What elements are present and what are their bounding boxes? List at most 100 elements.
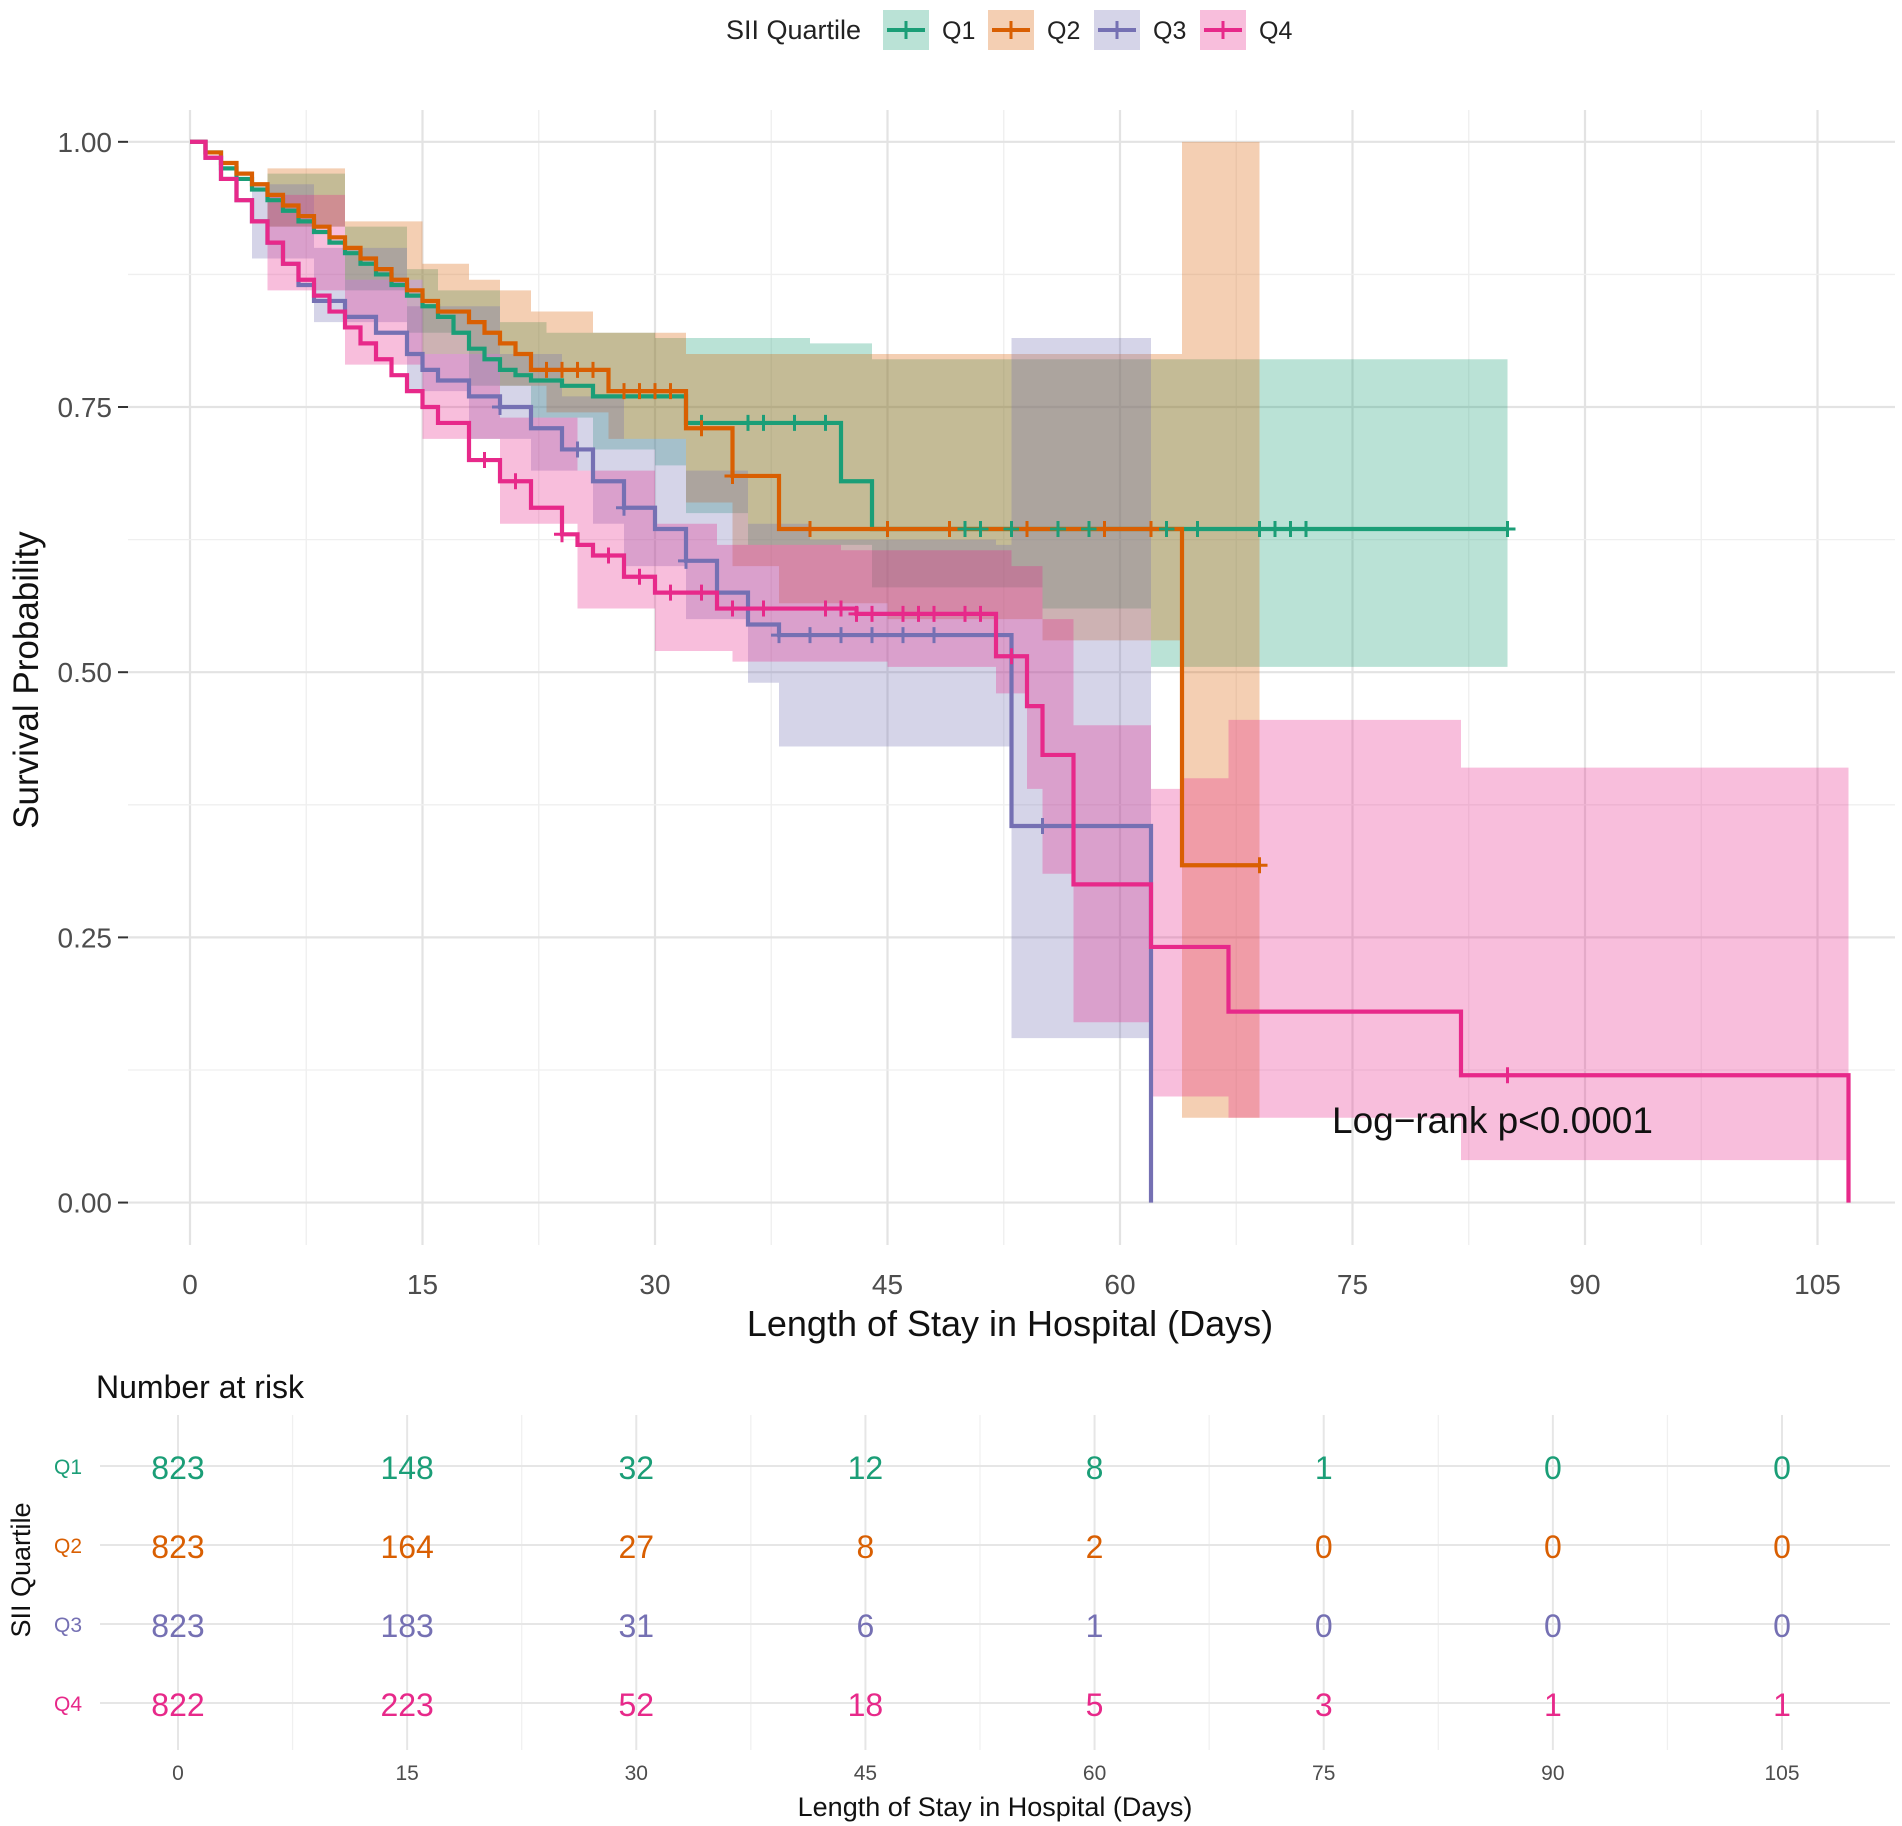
censor-mark-q3	[678, 552, 694, 569]
censor-mark-q3	[895, 627, 911, 644]
censor-mark-q1	[786, 414, 803, 431]
censor-mark-q2	[1251, 857, 1268, 874]
censor-mark-q3	[616, 499, 632, 516]
censor-mark-q3	[569, 441, 586, 458]
y-tick-label: 0.75	[58, 392, 113, 423]
risk-cell-q4: 18	[848, 1687, 884, 1723]
censor-mark-q1	[972, 520, 989, 537]
censor-mark-q1	[1267, 520, 1283, 537]
censor-mark-q2	[1019, 520, 1035, 537]
risk-cell-q1: 8	[1086, 1450, 1104, 1486]
risk-table-title: Number at risk	[96, 1369, 305, 1405]
censor-mark-q2	[1096, 520, 1113, 537]
censor-mark-q2	[647, 383, 663, 400]
legend-label-q4: Q4	[1259, 17, 1292, 45]
risk-cell-q1: 1	[1315, 1450, 1333, 1486]
censor-mark-q2	[802, 520, 818, 537]
risk-cell-q2: 164	[380, 1529, 433, 1565]
ci-band-q2	[190, 141, 1260, 1118]
confidence-bands	[190, 141, 1849, 1161]
censor-mark-q4	[724, 600, 741, 617]
risk-table-row-labels: Q1 Q2 Q3 Q4	[54, 1456, 82, 1716]
censor-mark-q2	[554, 361, 570, 378]
censor-mark-q2	[941, 520, 958, 537]
censor-mark-q3	[771, 627, 787, 644]
censor-mark-q1	[755, 414, 772, 431]
risk-x-tick-label: 60	[1083, 1762, 1106, 1785]
legend-label-q1: Q1	[942, 17, 975, 45]
risk-row-label-q3: Q3	[54, 1614, 82, 1637]
censor-mark-q1	[740, 414, 756, 431]
risk-cell-q1: 32	[618, 1450, 654, 1486]
risk-cell-q3: 0	[1315, 1608, 1333, 1644]
y-tick-label: 1.00	[58, 127, 113, 158]
risk-table-grid	[100, 1415, 1890, 1750]
censor-mark-q3	[1034, 818, 1051, 835]
risk-cell-q3: 1	[1086, 1608, 1104, 1644]
ci-band-q4	[190, 141, 1849, 1161]
ci-band-q1	[190, 141, 1508, 667]
risk-cell-q1: 823	[151, 1450, 204, 1486]
censor-mark-q1	[1189, 520, 1206, 537]
risk-cell-q3: 183	[380, 1608, 433, 1644]
censor-mark-q4	[693, 584, 710, 601]
x-tick-label: 30	[639, 1269, 670, 1300]
censor-mark-q4	[755, 600, 772, 617]
x-tick-label: 60	[1104, 1269, 1135, 1300]
censor-mark-q1	[957, 520, 973, 537]
censor-mark-q4	[817, 600, 834, 617]
y-axis-title: Survival Probability	[7, 531, 46, 829]
risk-x-tick-label: 0	[172, 1762, 184, 1785]
risk-cell-q3: 823	[151, 1608, 204, 1644]
risk-x-tick-label: 75	[1312, 1762, 1335, 1785]
censor-mark-q3	[926, 627, 942, 644]
censor-mark-q2	[585, 361, 601, 378]
risk-cell-q4: 1	[1544, 1687, 1562, 1723]
risk-cell-q2: 823	[151, 1529, 204, 1565]
censor-mark-q2	[631, 383, 648, 400]
censor-mark-q1	[1298, 520, 1314, 537]
censor-mark-q1	[1081, 520, 1097, 537]
risk-cell-q3: 0	[1773, 1608, 1791, 1644]
censor-mark-q2	[1143, 520, 1159, 537]
log-rank-annotation: Log−rank p<0.0001	[1332, 1100, 1653, 1141]
survival-curve-q4	[190, 139, 1851, 1203]
censor-mark-q3	[864, 627, 880, 644]
risk-row-label-q1: Q1	[54, 1456, 82, 1479]
censor-mark-q3	[833, 627, 849, 644]
censor-marks	[476, 361, 1516, 1084]
censor-mark-q4	[1499, 1067, 1516, 1084]
censor-mark-q2	[693, 420, 710, 437]
risk-cell-q3: 6	[857, 1608, 875, 1644]
censor-mark-q4	[631, 568, 648, 585]
risk-cell-q4: 52	[618, 1687, 654, 1723]
censor-mark-q1	[1499, 520, 1516, 537]
censor-mark-q4	[848, 605, 865, 622]
risk-table-x-axis-title: Length of Stay in Hospital (Days)	[798, 1792, 1193, 1822]
censor-mark-q2	[662, 383, 679, 400]
risk-cell-q2: 2	[1086, 1529, 1104, 1565]
censor-mark-q4	[600, 547, 617, 564]
risk-x-tick-label: 15	[395, 1762, 418, 1785]
risk-cell-q3: 31	[618, 1608, 654, 1644]
legend-items: Q1 Q2 Q3 Q4	[883, 10, 1292, 50]
censor-mark-q1	[817, 414, 834, 431]
risk-x-tick-label: 105	[1764, 1762, 1799, 1785]
ci-band-q3	[190, 141, 1151, 1039]
risk-cell-q4: 822	[151, 1687, 204, 1723]
y-axis-ticks: 0.00 0.25 0.50 0.75 1.00	[58, 127, 128, 1219]
risk-table-y-axis-title: SII Quartile	[6, 1502, 36, 1637]
y-tick-label: 0.00	[58, 1188, 113, 1219]
x-tick-label: 105	[1794, 1269, 1841, 1300]
censor-mark-q4	[476, 452, 493, 469]
censor-mark-q4	[864, 605, 880, 622]
censor-mark-q4	[662, 584, 679, 601]
x-tick-label: 45	[872, 1269, 903, 1300]
censor-mark-q4	[1003, 648, 1020, 665]
censor-mark-q1	[1251, 520, 1268, 537]
risk-cell-q4: 3	[1315, 1687, 1333, 1723]
censor-mark-q4	[957, 605, 973, 622]
censor-mark-q4	[554, 526, 570, 543]
risk-row-label-q4: Q4	[54, 1693, 82, 1716]
